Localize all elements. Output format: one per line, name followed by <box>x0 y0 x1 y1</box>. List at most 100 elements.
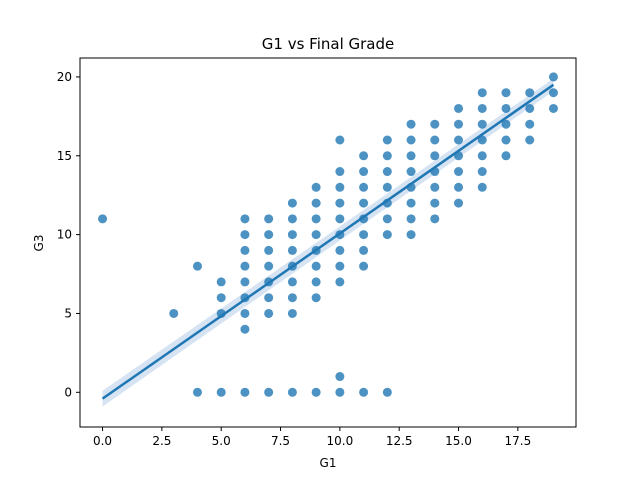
data-point <box>548 88 558 98</box>
data-point <box>287 308 297 318</box>
data-point <box>335 167 345 177</box>
data-point <box>311 293 321 303</box>
data-point <box>430 182 440 192</box>
data-point <box>335 245 345 255</box>
data-point <box>335 135 345 145</box>
data-point <box>406 167 416 177</box>
data-point <box>98 214 108 224</box>
y-tick-label: 5 <box>64 306 72 320</box>
data-point <box>430 135 440 145</box>
data-point <box>525 119 535 129</box>
data-point <box>477 135 487 145</box>
data-point <box>216 387 226 397</box>
plot-area-frame <box>79 57 577 428</box>
data-point <box>264 245 274 255</box>
data-point <box>525 103 535 113</box>
data-point <box>525 135 535 145</box>
data-point <box>477 103 487 113</box>
data-point <box>406 230 416 240</box>
data-point <box>548 72 558 82</box>
data-point <box>240 387 250 397</box>
data-point <box>287 293 297 303</box>
x-tick-label: 10.0 <box>327 434 354 448</box>
data-point <box>406 135 416 145</box>
x-tick-label: 0.0 <box>93 434 112 448</box>
regression-line-layer <box>101 83 555 400</box>
data-point <box>287 198 297 208</box>
data-point <box>335 387 345 397</box>
data-point <box>311 387 321 397</box>
data-point <box>477 182 487 192</box>
data-point <box>477 88 487 98</box>
data-point <box>359 182 369 192</box>
data-point <box>335 214 345 224</box>
data-point <box>454 167 464 177</box>
data-point <box>501 135 511 145</box>
data-point <box>287 277 297 287</box>
y-tick-label: 15 <box>57 149 72 163</box>
data-point <box>430 214 440 224</box>
data-point <box>359 198 369 208</box>
data-point <box>359 167 369 177</box>
data-point <box>287 214 297 224</box>
data-point <box>382 214 392 224</box>
data-point <box>406 119 416 129</box>
data-point <box>359 151 369 161</box>
data-point <box>501 88 511 98</box>
data-point <box>406 151 416 161</box>
x-axis-label: G1 <box>320 456 337 470</box>
data-point <box>359 261 369 271</box>
data-point <box>382 167 392 177</box>
data-point <box>430 198 440 208</box>
data-point <box>382 135 392 145</box>
data-point <box>501 103 511 113</box>
x-tick-label: 17.5 <box>504 434 531 448</box>
data-point <box>382 151 392 161</box>
data-point <box>240 324 250 334</box>
data-point <box>335 277 345 287</box>
data-point <box>454 135 464 145</box>
data-point <box>264 230 274 240</box>
data-point <box>216 293 226 303</box>
data-point <box>335 182 345 192</box>
chart-title: G1 vs Final Grade <box>262 35 394 53</box>
x-tick-label: 12.5 <box>386 434 413 448</box>
data-point <box>335 261 345 271</box>
y-axis-ticks: 0 5 10 15 20 <box>57 70 80 399</box>
data-point <box>382 387 392 397</box>
data-point <box>287 245 297 255</box>
data-point <box>501 119 511 129</box>
x-tick-label: 7.5 <box>271 434 290 448</box>
data-point <box>311 230 321 240</box>
data-point <box>216 277 226 287</box>
data-point <box>240 245 250 255</box>
data-point <box>311 198 321 208</box>
data-point <box>240 261 250 271</box>
x-tick-label: 15.0 <box>445 434 472 448</box>
data-point <box>477 151 487 161</box>
data-point <box>192 261 202 271</box>
data-point <box>430 119 440 129</box>
data-point <box>477 119 487 129</box>
x-tick-label: 5.0 <box>212 434 231 448</box>
data-point <box>264 387 274 397</box>
data-point <box>406 198 416 208</box>
data-point <box>169 308 179 318</box>
y-tick-label: 0 <box>64 385 72 399</box>
data-point <box>454 103 464 113</box>
data-point <box>240 277 250 287</box>
data-point <box>382 182 392 192</box>
data-point <box>406 214 416 224</box>
regression-line <box>101 83 555 400</box>
data-point <box>477 167 487 177</box>
data-point <box>240 230 250 240</box>
y-tick-label: 20 <box>57 70 72 84</box>
data-point <box>192 387 202 397</box>
data-point <box>359 245 369 255</box>
data-point <box>240 308 250 318</box>
data-point <box>382 230 392 240</box>
data-point <box>264 308 274 318</box>
data-point <box>359 387 369 397</box>
data-point <box>359 230 369 240</box>
